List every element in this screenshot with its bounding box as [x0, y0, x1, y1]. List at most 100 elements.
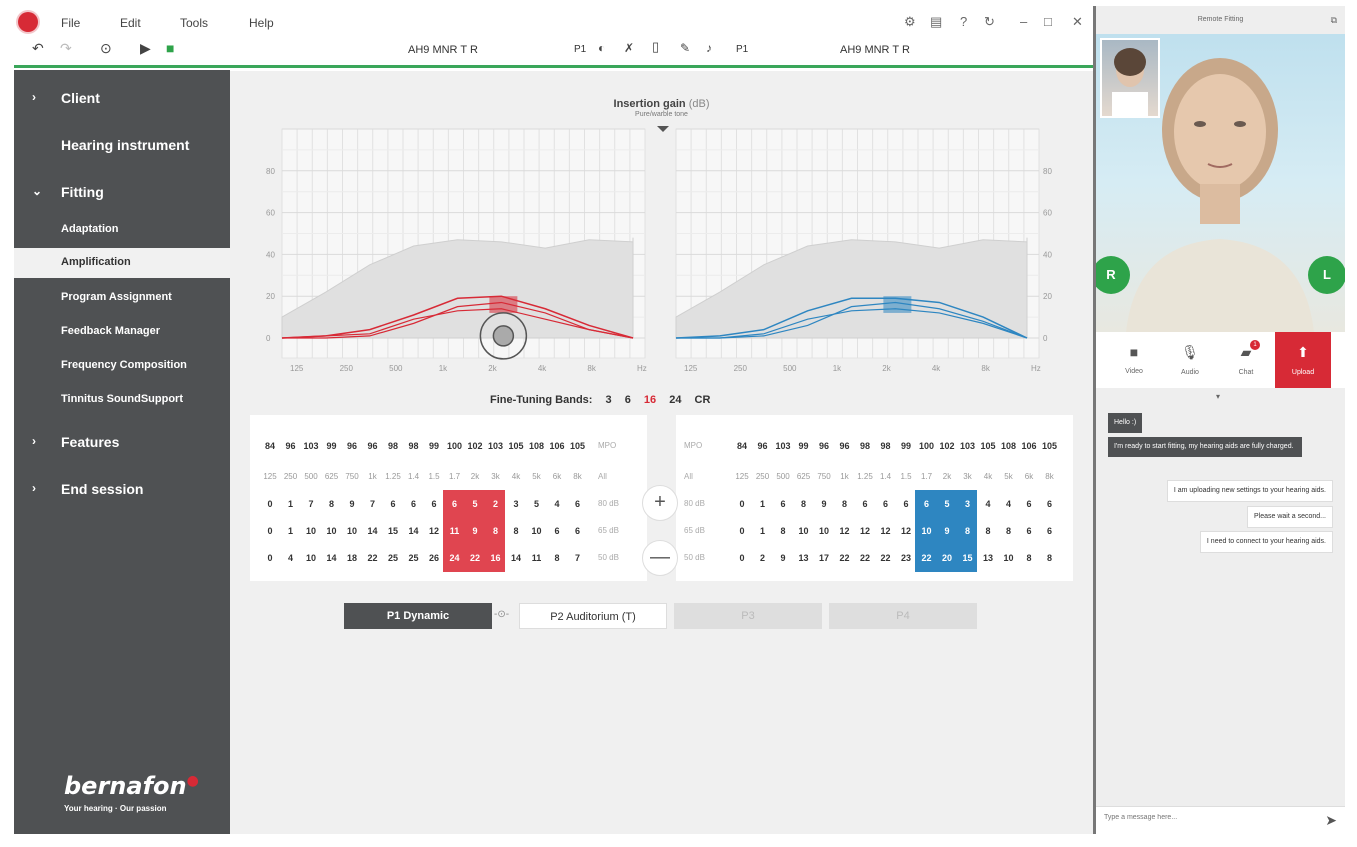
- gain-cell[interactable]: 5: [944, 499, 950, 509]
- mpo-cell[interactable]: 99: [798, 441, 809, 451]
- gain-cell[interactable]: 22: [367, 553, 378, 563]
- gain-cell[interactable]: 8: [1046, 553, 1052, 563]
- right-ear-badge[interactable]: R: [1096, 256, 1130, 294]
- gain-minus-button[interactable]: —: [642, 540, 678, 576]
- frequency-cell[interactable]: 8k: [573, 472, 582, 481]
- frequency-cell[interactable]: 500: [304, 472, 318, 481]
- frequency-cell[interactable]: 125: [735, 472, 749, 481]
- gain-cell[interactable]: 22: [921, 553, 932, 563]
- frequency-cell[interactable]: 2k: [470, 472, 480, 481]
- gain-cell[interactable]: 12: [900, 526, 911, 536]
- minimize-icon[interactable]: –: [1020, 14, 1028, 29]
- selected-band-highlight[interactable]: [914, 490, 977, 572]
- mpo-cell[interactable]: 103: [303, 441, 319, 451]
- frequency-cell[interactable]: 1k: [368, 472, 377, 481]
- gain-cell[interactable]: 22: [880, 553, 891, 563]
- frequency-cell[interactable]: 1.4: [879, 472, 892, 481]
- gain-cell[interactable]: 9: [349, 499, 355, 509]
- frequency-cell[interactable]: 2k: [942, 472, 952, 481]
- gain-cell[interactable]: 13: [798, 553, 809, 563]
- self-view-video[interactable]: [1100, 38, 1160, 118]
- frequency-cell[interactable]: 625: [324, 472, 339, 481]
- gain-cell[interactable]: 18: [346, 553, 357, 563]
- gain-cell[interactable]: 0: [267, 526, 273, 536]
- mpo-cell[interactable]: 103: [487, 441, 504, 451]
- close-icon[interactable]: ✕: [1072, 14, 1083, 29]
- gain-cell[interactable]: 6: [903, 499, 909, 509]
- frequency-cell[interactable]: 3k: [491, 472, 500, 481]
- mpo-cell[interactable]: 105: [1041, 441, 1058, 451]
- gain-cell[interactable]: 8: [513, 526, 519, 536]
- gain-cell[interactable]: 7: [369, 499, 375, 509]
- mpo-cell[interactable]: 106: [1021, 441, 1037, 451]
- sidebar-sub-feedback-manager[interactable]: Feedback Manager: [61, 325, 161, 337]
- mpo-cell[interactable]: 99: [326, 441, 337, 451]
- gain-cell[interactable]: 8: [1005, 526, 1011, 536]
- mpo-cell[interactable]: 96: [346, 441, 357, 451]
- frequency-cell[interactable]: 1.4: [407, 472, 420, 481]
- band-cr[interactable]: CR: [694, 394, 711, 406]
- device-right-ear[interactable]: AH9 MNR T R: [408, 44, 478, 56]
- link-icon[interactable]: -⊙-: [494, 609, 510, 620]
- left-ear-badge[interactable]: L: [1308, 256, 1345, 294]
- remote-popout-icon[interactable]: ⧉: [1330, 15, 1337, 25]
- mpo-cell[interactable]: 103: [775, 441, 791, 451]
- gain-cell[interactable]: 6: [451, 499, 457, 509]
- device-left-ear[interactable]: AH9 MNR T R: [840, 44, 910, 56]
- mpo-cell[interactable]: 108: [528, 441, 545, 451]
- gain-cell[interactable]: 2: [759, 553, 765, 563]
- mpo-cell[interactable]: 102: [467, 441, 483, 451]
- gain-cell[interactable]: 6: [780, 499, 786, 509]
- gain-cell[interactable]: 0: [739, 526, 745, 536]
- gain-cell[interactable]: 10: [818, 526, 829, 536]
- mpo-cell[interactable]: 99: [428, 441, 439, 451]
- gain-cell[interactable]: 10: [326, 526, 337, 536]
- gain-cell[interactable]: 8: [800, 499, 806, 509]
- mpo-cell[interactable]: 96: [818, 441, 829, 451]
- mpo-cell[interactable]: 84: [736, 441, 747, 451]
- gain-cell[interactable]: 14: [326, 553, 337, 563]
- sidebar-sub-frequency-composition[interactable]: Frequency Composition: [61, 359, 187, 371]
- menu-file[interactable]: File: [61, 16, 81, 30]
- band-24[interactable]: 24: [669, 394, 682, 406]
- print-icon[interactable]: ▤: [930, 14, 943, 29]
- mpo-cell[interactable]: 96: [839, 441, 850, 451]
- mpo-cell[interactable]: 105: [980, 441, 996, 451]
- gain-cell[interactable]: 0: [267, 553, 273, 563]
- mpo-cell[interactable]: 98: [880, 441, 891, 451]
- mpo-cell[interactable]: 96: [757, 441, 768, 451]
- divider-handle-icon[interactable]: ▾: [1216, 392, 1221, 401]
- program-button-p2[interactable]: P2 Auditorium (T): [519, 603, 667, 629]
- gain-cell[interactable]: 7: [574, 553, 580, 563]
- settings-icon[interactable]: ⚙: [904, 14, 916, 29]
- mpo-cell[interactable]: 106: [549, 441, 565, 451]
- mpo-cell[interactable]: 105: [569, 441, 586, 451]
- mpo-cell[interactable]: 100: [446, 441, 463, 451]
- frequency-cell[interactable]: 6k: [1024, 472, 1034, 481]
- mpo-cell[interactable]: 105: [508, 441, 524, 451]
- frequency-cell[interactable]: 1.7: [920, 472, 933, 481]
- mpo-cell[interactable]: 98: [408, 441, 419, 451]
- frequency-cell[interactable]: 1.5: [900, 472, 912, 481]
- frequency-cell[interactable]: 6k: [552, 472, 562, 481]
- gain-cell[interactable]: 10: [305, 526, 316, 536]
- gain-cell[interactable]: 20: [941, 553, 952, 563]
- gain-cell[interactable]: 14: [510, 553, 521, 563]
- frequency-cell[interactable]: 500: [776, 472, 790, 481]
- frequency-cell[interactable]: 8k: [1045, 472, 1054, 481]
- gain-cell[interactable]: 11: [531, 553, 542, 563]
- gain-cell[interactable]: 10: [531, 526, 542, 536]
- program-button-p4[interactable]: P4: [829, 603, 977, 629]
- gain-cell[interactable]: 13: [982, 553, 993, 563]
- gain-cell[interactable]: 15: [387, 526, 398, 536]
- gain-cell[interactable]: 6: [390, 499, 396, 509]
- band-16[interactable]: 16: [643, 394, 657, 406]
- mpo-cell[interactable]: 102: [939, 441, 955, 451]
- program-button-p1[interactable]: P1 Dynamic: [344, 603, 492, 629]
- target-icon[interactable]: ⊙: [100, 40, 112, 56]
- gain-cell[interactable]: 10: [1003, 553, 1014, 563]
- gain-cell[interactable]: 8: [964, 526, 970, 536]
- sync-icon[interactable]: ↻: [984, 14, 995, 29]
- gain-cell[interactable]: 10: [921, 526, 932, 536]
- gain-cell[interactable]: 6: [1046, 526, 1052, 536]
